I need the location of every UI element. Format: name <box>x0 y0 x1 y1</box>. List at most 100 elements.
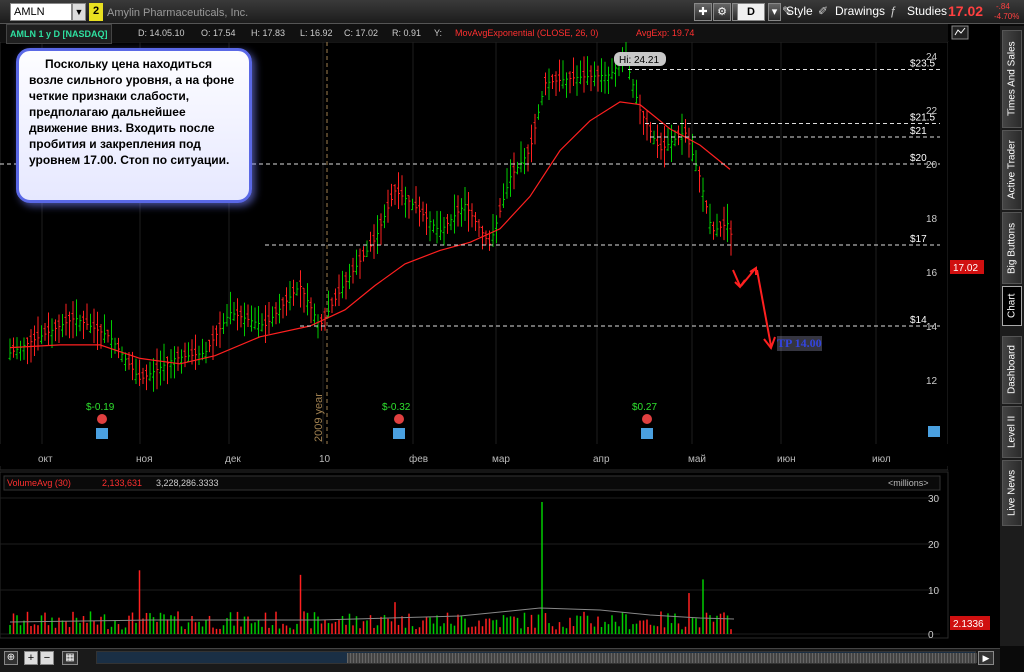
price-tick-label: 16 <box>926 268 938 279</box>
link-group-badge[interactable]: 2 <box>89 3 103 21</box>
dividend-icon[interactable] <box>394 414 404 424</box>
price-level-label: $20 <box>910 153 927 164</box>
header-close: C: 17.02 <box>344 28 379 38</box>
earnings-label: $0.27 <box>632 402 657 413</box>
studies-button[interactable]: Studies <box>907 4 948 18</box>
style-button[interactable]: Style <box>786 4 813 18</box>
price-level-label: $14 <box>910 315 927 326</box>
volume-units: <millions> <box>888 478 929 488</box>
header-date: D: 14.05.10 <box>138 28 185 38</box>
drawings-icon[interactable]: ✐ <box>818 4 829 18</box>
month-label: июн <box>777 454 796 465</box>
last-price: 17.02 <box>948 3 984 19</box>
volume-tick-label: 20 <box>928 540 940 551</box>
volume-tick-label: 30 <box>928 494 940 505</box>
top-toolbar: AMLN ▼ 2 Amylin Pharmaceuticals, Inc. ✚ … <box>0 0 1024 24</box>
scroll-thumb[interactable] <box>347 653 977 663</box>
earnings-icon[interactable] <box>96 428 108 439</box>
price-tick-label: 22 <box>926 106 938 117</box>
symbol-input[interactable]: AMLN <box>10 3 72 21</box>
volume-avg-value: 2,133,631 <box>102 478 142 488</box>
header-low: L: 16.92 <box>300 28 333 38</box>
dividend-icon[interactable] <box>97 414 107 424</box>
studies-icon[interactable]: ƒ <box>890 4 897 18</box>
earnings-icon[interactable] <box>393 428 405 439</box>
month-label: мар <box>492 454 510 465</box>
month-label: дек <box>225 454 241 465</box>
analysis-note: Поскольку цена находиться возле сильного… <box>16 48 252 203</box>
price-change-percent: -4.70% <box>994 12 1020 21</box>
high-label-box <box>614 52 666 66</box>
price-change: -.84 <box>996 2 1010 11</box>
scroll-right-icon[interactable]: ▶ <box>978 651 994 665</box>
price-level-label: $21.5 <box>910 113 935 124</box>
volume-average-line <box>9 607 735 623</box>
month-label: фев <box>409 453 428 465</box>
zoom-out-icon[interactable]: − <box>40 651 54 665</box>
take-profit-label: TP 14.00 <box>777 336 822 351</box>
period-dropdown-icon[interactable]: ▾ <box>768 3 781 21</box>
study-value: AvgExp: 19.74 <box>636 28 695 38</box>
price-tick-label: 18 <box>926 214 938 225</box>
time-scrollbar[interactable] <box>96 651 977 664</box>
tab-active-trader[interactable]: Active Trader <box>1002 130 1022 210</box>
high-label: Hi: 24.21 <box>619 55 659 66</box>
earnings-icon[interactable] <box>641 428 653 439</box>
tab-level-ii[interactable]: Level II <box>1002 406 1022 458</box>
price-chart-canvas[interactable]: $23.5 $21.5 $21 $20 $17 $14 24 22 20 18 16 14 12 ок… <box>0 24 1000 648</box>
fit-icon[interactable]: ▦ <box>62 651 78 665</box>
price-level-label: $17 <box>910 234 927 245</box>
header-open: O: 17.54 <box>201 28 236 38</box>
company-name: Amylin Pharmaceuticals, Inc. <box>107 7 249 19</box>
volume-tick-label: 10 <box>928 586 940 597</box>
dividend-icon[interactable] <box>642 414 652 424</box>
volume-value: 3,228,286.3333 <box>156 478 219 488</box>
style-icon[interactable]: ✎ <box>782 4 793 18</box>
month-label: апр <box>593 454 610 465</box>
crosshair-icon[interactable]: ✚ <box>694 3 712 21</box>
price-tick-label: 14 <box>926 322 938 333</box>
tab-big-buttons[interactable]: Big Buttons <box>1002 212 1022 284</box>
chart-panel[interactable]: $23.5 $21.5 $21 $20 $17 $14 24 22 20 18 16 14 12 ок… <box>0 24 1000 648</box>
price-tick-label: 24 <box>926 52 938 63</box>
tab-times-and-sales[interactable]: Times And Sales <box>1002 30 1022 128</box>
month-label: ноя <box>136 454 153 465</box>
drawings-button[interactable]: Drawings <box>835 4 886 18</box>
price-level-label: $23.5 <box>910 59 935 70</box>
tab-chart[interactable]: Chart <box>1002 286 1022 326</box>
price-tick-label: 20 <box>926 160 938 171</box>
settings-icon[interactable]: ⚙ <box>713 3 731 21</box>
last-price-bubble-text: 17.02 <box>953 263 978 274</box>
tab-dashboard[interactable]: Dashboard <box>1002 336 1022 404</box>
earnings-label: $-0.19 <box>86 402 115 413</box>
volume-tick-label: 0 <box>928 630 934 641</box>
chart-symbol-label: AMLN 1 y D [NASDAQ] <box>6 24 112 44</box>
month-label: май <box>688 454 706 465</box>
earnings-label: $-0.32 <box>382 402 411 413</box>
right-sidebar-tabs: Times And Sales Active Trader Big Button… <box>1000 26 1024 646</box>
projection-arrows <box>732 266 776 351</box>
volume-bubble <box>950 616 990 630</box>
header-high: H: 17.83 <box>251 28 286 38</box>
month-label: 10 <box>319 454 331 465</box>
price-tick-label: 12 <box>926 376 938 387</box>
ema-line <box>9 101 731 365</box>
price-level-label: $21 <box>910 126 927 137</box>
last-price-bubble <box>950 260 984 274</box>
header-range: R: 0.91 <box>392 28 422 38</box>
month-label: июл <box>872 454 891 465</box>
chart-header: AMLN 1 y D [NASDAQ] D: 14.05.10 O: 17.54… <box>0 24 948 44</box>
tab-live-news[interactable]: Live News <box>1002 460 1022 526</box>
volume-label: VolumeAvg (30) <box>7 478 71 488</box>
study-label: MovAvgExponential (CLOSE, 26, 0) <box>455 28 599 38</box>
year-label: 2009 year <box>313 393 325 442</box>
volume-bubble-text: 2.1336 <box>953 619 984 630</box>
period-button[interactable]: D <box>737 3 765 21</box>
month-label: окт <box>38 454 53 465</box>
header-y: Y: <box>434 28 443 38</box>
zoom-in-icon[interactable]: + <box>24 651 38 665</box>
pan-icon[interactable]: ⊕ <box>4 651 18 665</box>
earnings-icon[interactable] <box>928 426 940 437</box>
symbol-dropdown-icon[interactable]: ▼ <box>72 3 86 21</box>
